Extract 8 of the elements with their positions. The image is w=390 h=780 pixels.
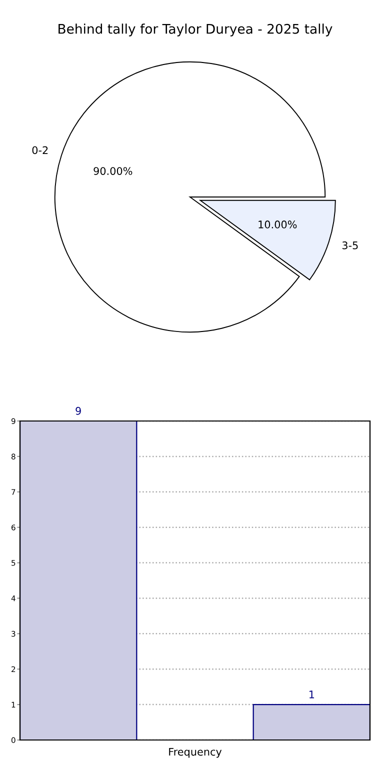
- chart-title: Behind tally for Taylor Duryea - 2025 tally: [58, 24, 332, 36]
- slice-label: 0-2: [32, 146, 48, 154]
- x-axis-title: Frequency: [169, 748, 222, 758]
- data-label: 10.00%: [258, 220, 297, 228]
- slice-label: 3-5: [342, 241, 358, 250]
- data-label: 9: [76, 406, 81, 415]
- data-label: 90.00%: [94, 167, 132, 175]
- data-label: 1: [309, 690, 314, 698]
